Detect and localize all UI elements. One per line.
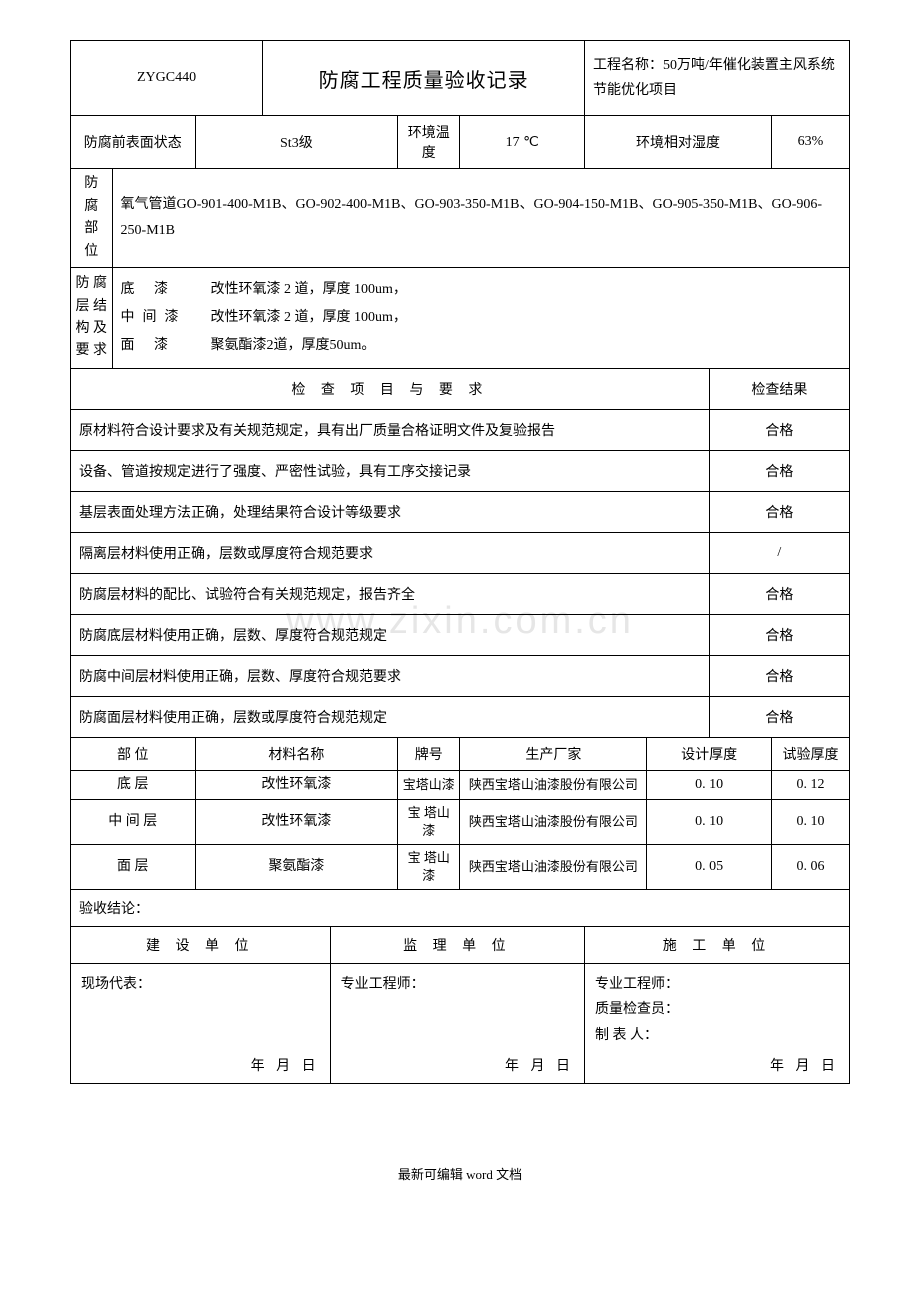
mat-brand: 宝 塔山漆 [398,799,460,844]
sig-supervisor-date: 年 月 日 [505,1055,574,1075]
layer-name: 中间漆 [121,304,211,332]
conclusion: 验收结论： [71,890,850,927]
mat-h-test: 试验厚度 [771,737,849,770]
structure-label: 防 腐层 结构 及要 求 [71,267,113,368]
part-label: 防腐部位 [71,169,113,268]
mat-test: 0. 10 [771,799,849,844]
structure-content: 底 漆改性环氧漆 2 道，厚度 100um， 中间漆改性环氧漆 2 道，厚度 1… [112,267,849,368]
mat-design: 0. 10 [647,770,772,799]
check-result: 合格 [709,491,849,532]
check-result: / [709,532,849,573]
form-code: ZYGC440 [71,41,263,116]
check-item: 防腐底层材料使用正确，层数、厚度符合规范规定 [71,614,710,655]
layer-name: 面 漆 [121,332,211,360]
check-result: 合格 [709,696,849,737]
mat-test: 0. 12 [771,770,849,799]
sig-contractor-cell: 专业工程师： 质量检查员： 制 表 人： 年 月 日 [585,964,850,1084]
mat-name: 改性环氧漆 [195,799,398,844]
sig-contractor-date: 年 月 日 [770,1055,839,1075]
check-result: 合格 [709,655,849,696]
sig-owner-rep: 现场代表： [81,972,320,997]
mat-design: 0. 05 [647,844,772,889]
check-item: 隔离层材料使用正确，层数或厚度符合规范要求 [71,532,710,573]
mat-maker: 陕西宝塔山油漆股份有限公司 [460,770,647,799]
mat-test: 0. 06 [771,844,849,889]
mat-h-design: 设计厚度 [647,737,772,770]
sig-contractor-header: 施 工 单 位 [585,927,850,964]
project-name: 工程名称：50万吨/年催化装置主风系统节能优化项目 [585,41,850,116]
check-result: 合格 [709,614,849,655]
surface-label: 防腐前表面状态 [71,116,196,169]
mat-brand: 宝塔山漆 [398,770,460,799]
check-result: 合格 [709,450,849,491]
check-item: 防腐层材料的配比、试验符合有关规范规定，报告齐全 [71,573,710,614]
sig-contractor-rep2: 质量检查员： [595,997,839,1022]
mat-maker: 陕西宝塔山油漆股份有限公司 [460,799,647,844]
sig-owner-header: 建 设 单 位 [71,927,331,964]
layer-desc: 改性环氧漆 2 道，厚度 100um， [211,304,407,332]
mat-maker: 陕西宝塔山油漆股份有限公司 [460,844,647,889]
mat-name: 聚氨酯漆 [195,844,398,889]
mat-h-part: 部 位 [71,737,196,770]
check-item: 基层表面处理方法正确，处理结果符合设计等级要求 [71,491,710,532]
check-result: 合格 [709,573,849,614]
mat-brand: 宝 塔山漆 [398,844,460,889]
temp-value: 17 ℃ [460,116,585,169]
check-item: 原材料符合设计要求及有关规范规定，具有出厂质量合格证明文件及复验报告 [71,409,710,450]
surface-value: St3级 [195,116,398,169]
sig-supervisor-rep: 专业工程师： [341,972,574,997]
page-footer: 最新可编辑 word 文档 [70,1164,850,1183]
mat-h-maker: 生产厂家 [460,737,647,770]
part-text: 氧气管道GO-901-400-M1B、GO-902-400-M1B、GO-903… [112,169,849,268]
sig-contractor-rep3: 制 表 人： [595,1023,839,1048]
sig-supervisor-header: 监 理 单 位 [330,927,584,964]
form-title: 防腐工程质量验收记录 [263,41,585,116]
temp-label: 环境温度 [398,116,460,169]
layer-name: 底 漆 [121,276,211,304]
layer-desc: 聚氨酯漆2道，厚度50um。 [211,332,376,360]
sig-supervisor-cell: 专业工程师： 年 月 日 [330,964,584,1084]
result-header: 检查结果 [709,368,849,409]
check-item: 防腐面层材料使用正确，层数或厚度符合规范规定 [71,696,710,737]
check-header: 检 查 项 目 与 要 求 [71,368,710,409]
check-item: 防腐中间层材料使用正确，层数、厚度符合规范要求 [71,655,710,696]
humid-value: 63% [771,116,849,169]
sig-contractor-rep1: 专业工程师： [595,972,839,997]
mat-name: 改性环氧漆 [195,770,398,799]
mat-h-brand: 牌号 [398,737,460,770]
mat-design: 0. 10 [647,799,772,844]
check-result: 合格 [709,409,849,450]
check-item: 设备、管道按规定进行了强度、严密性试验，具有工序交接记录 [71,450,710,491]
form-table: ZYGC440 防腐工程质量验收记录 工程名称：50万吨/年催化装置主风系统节能… [70,40,850,1084]
sig-owner-date: 年 月 日 [251,1055,320,1075]
mat-part: 底 层 [71,770,196,799]
mat-h-name: 材料名称 [195,737,398,770]
mat-part: 面 层 [71,844,196,889]
mat-part: 中 间 层 [71,799,196,844]
layer-desc: 改性环氧漆 2 道，厚度 100um， [211,276,407,304]
humid-label: 环境相对湿度 [585,116,772,169]
sig-owner-cell: 现场代表： 年 月 日 [71,964,331,1084]
